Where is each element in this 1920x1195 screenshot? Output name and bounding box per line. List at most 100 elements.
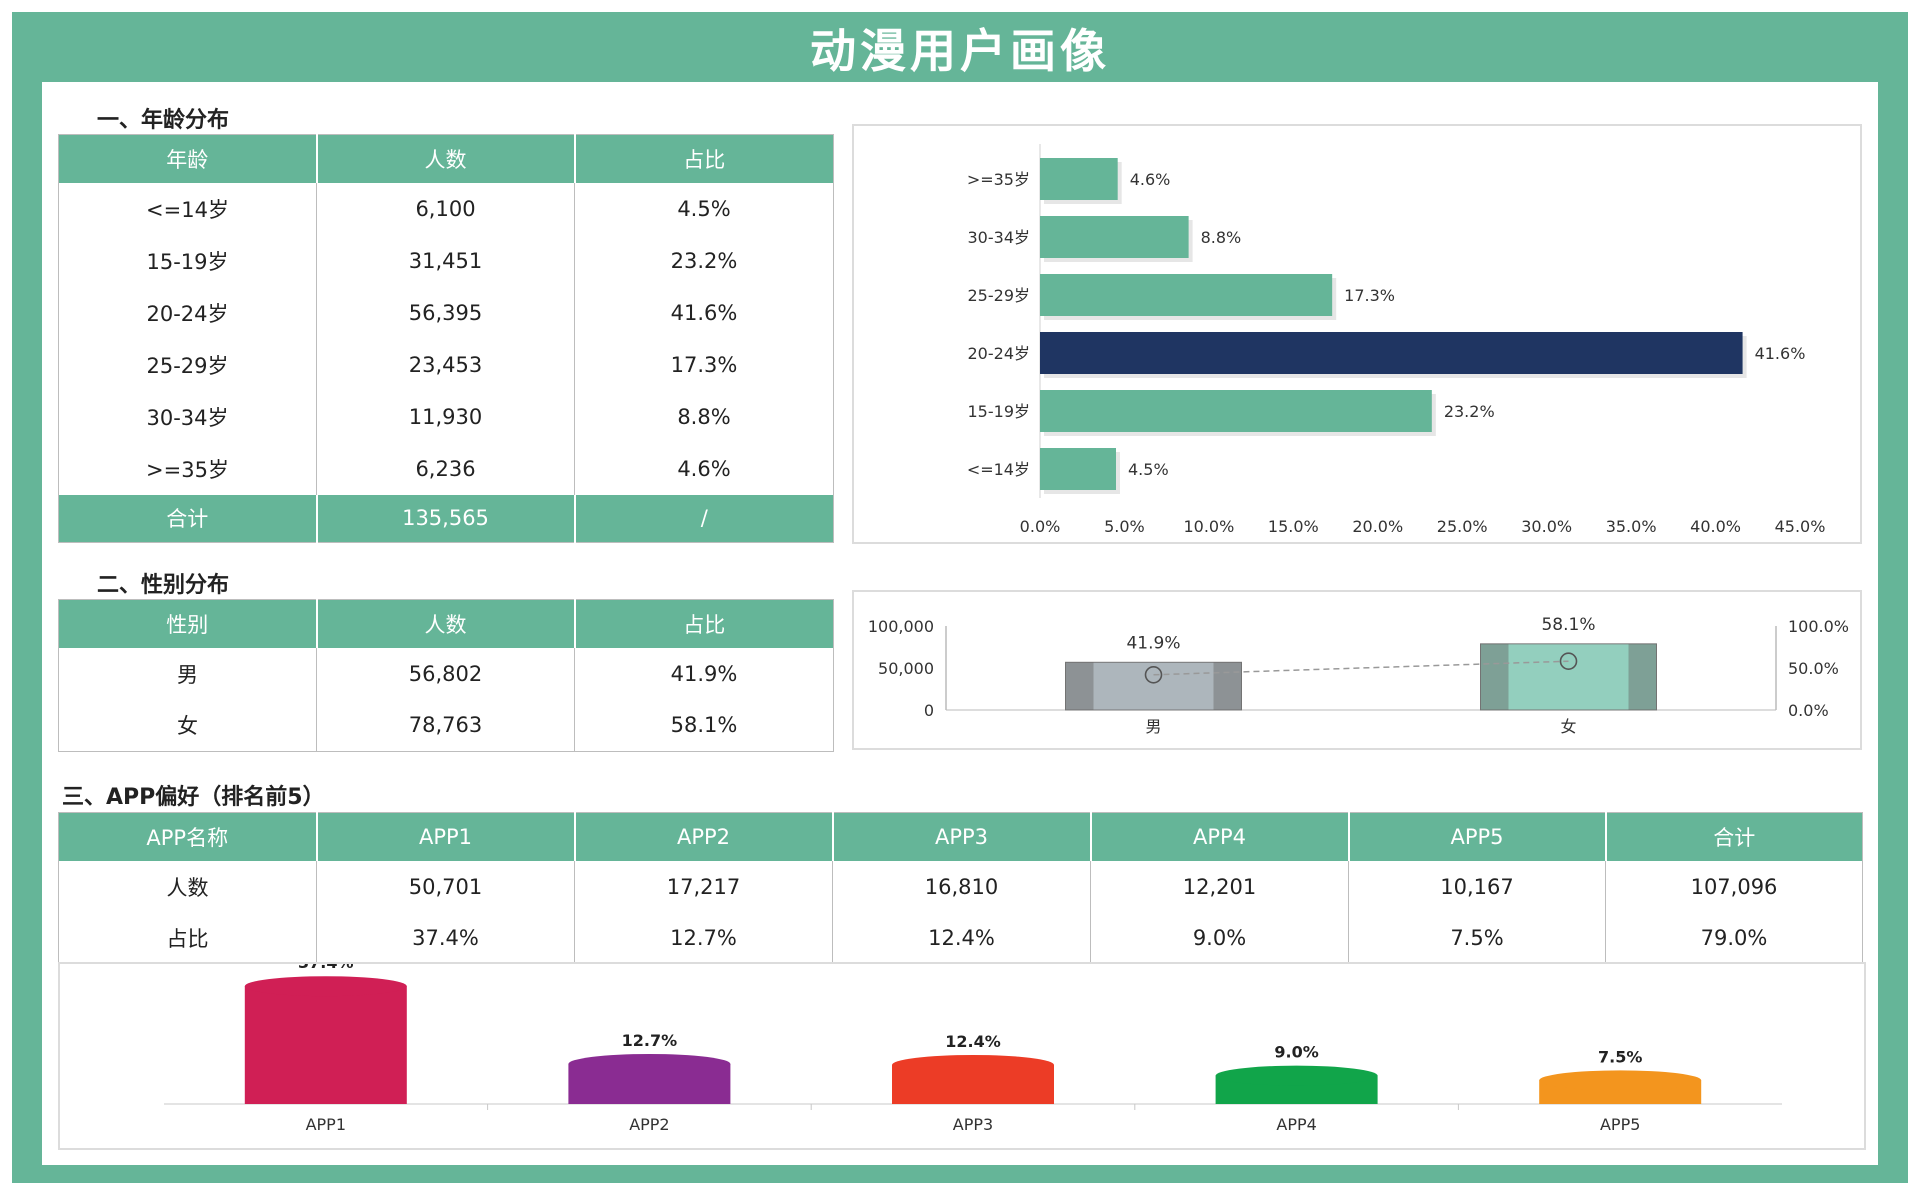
data-label: 8.8%: [1201, 228, 1242, 247]
value-cell: 10,167: [1348, 860, 1606, 913]
total-share: /: [573, 494, 834, 543]
category-label: >=35岁: [967, 170, 1030, 189]
bar-edge-right: [1213, 662, 1242, 710]
value-cell: 16,810: [832, 860, 1091, 913]
row-label: 占比: [166, 927, 209, 952]
data-label: 9.0%: [1274, 1043, 1318, 1062]
bar-<=14岁: [1040, 448, 1116, 490]
bar-top-APP4: [1215, 1065, 1378, 1086]
x-tick-label: 10.0%: [1183, 517, 1234, 536]
bar-edge-left: [1065, 662, 1094, 710]
count-cell: 56,802: [316, 647, 575, 700]
table-row: >=35岁 6,236 4.6%: [59, 442, 834, 495]
share-cell: 4.6%: [574, 442, 834, 495]
data-label: 58.1%: [1541, 615, 1595, 635]
gender-cell: 男: [177, 662, 198, 687]
app-table: APP名称 APP1 APP2 APP3 APP4 APP5 合计 人数 50,…: [58, 812, 1863, 965]
count-cell: 31,451: [316, 234, 575, 287]
category-label: APP2: [629, 1115, 669, 1134]
page-title: 动漫用户画像: [810, 24, 1110, 78]
table-row: 20-24岁 56,395 41.6%: [59, 286, 834, 339]
bar-15-19岁: [1040, 390, 1432, 432]
total-row: 合计 135,565 /: [58, 494, 834, 543]
x-tick-label: 20.0%: [1352, 517, 1403, 536]
value-cell: 12,201: [1090, 860, 1349, 913]
count-cell: 6,236: [316, 442, 575, 495]
right-tick-label: 0.0%: [1788, 701, 1829, 720]
right-tick-label: 100.0%: [1788, 617, 1849, 636]
table-row: 人数 50,701 17,217 16,810 12,201 10,167 10…: [59, 860, 1863, 913]
data-label: 17.3%: [1344, 286, 1395, 305]
value-cell: 50,701: [316, 860, 575, 913]
table-row: 占比 37.4% 12.7% 12.4% 9.0% 7.5% 79.0%: [59, 912, 1863, 965]
value-cell: 37.4%: [316, 912, 575, 965]
header-app5: APP5: [1347, 812, 1606, 861]
x-tick-label: 25.0%: [1437, 517, 1488, 536]
age-bar-chart: >=35岁 4.6% 30-34岁 8.8% 25-29岁 17.3% 20-24岁 41.6…: [967, 144, 1826, 536]
section-title-app: 三、APP偏好（排名前5）: [62, 785, 325, 810]
data-label: 4.5%: [1128, 460, 1169, 479]
value-cell: 9.0%: [1090, 912, 1349, 965]
data-label: 41.9%: [1126, 633, 1180, 653]
category-label: APP3: [953, 1115, 993, 1134]
share-marker: [1559, 652, 1578, 670]
x-tick-label: 30.0%: [1521, 517, 1572, 536]
section-title-age: 一、年龄分布: [97, 108, 230, 133]
x-tick-label: 5.0%: [1104, 517, 1145, 536]
bar-top-APP2: [568, 1053, 731, 1074]
bar-top-APP3: [892, 1054, 1054, 1075]
header-app-name: APP名称: [58, 812, 317, 861]
category-label: 15-19岁: [968, 402, 1031, 421]
value-cell: 12.7%: [574, 912, 833, 965]
row-label: 人数: [166, 875, 209, 900]
x-tick-label: 0.0%: [1020, 517, 1061, 536]
share-cell: 8.8%: [574, 390, 834, 443]
x-tick-label: 45.0%: [1775, 517, 1826, 536]
age-cell: <=14岁: [146, 197, 229, 222]
app-bar-chart: 37.4% APP1 12.7% APP2 12.4% APP3 9.0% APP4 7.5% A…: [164, 953, 1782, 1134]
table-row: 男 56,802 41.9%: [59, 647, 834, 700]
bar->=35岁: [1040, 158, 1118, 200]
data-label: 12.7%: [622, 1031, 678, 1050]
category-label: APP5: [1600, 1115, 1640, 1134]
left-tick-label: 50,000: [878, 659, 934, 678]
header-app2: APP2: [573, 812, 833, 861]
category-label: 女: [1560, 717, 1576, 736]
bar-top-APP1: [244, 976, 407, 997]
share-cell: 41.9%: [574, 647, 834, 700]
data-label: 7.5%: [1598, 1047, 1642, 1066]
left-tick-label: 100,000: [868, 617, 934, 636]
header-share: 占比: [573, 134, 834, 183]
count-cell: 56,395: [316, 286, 575, 339]
age-table: 年龄 人数 占比 <=14岁 6,100 4.5% 15-19岁 31,451 …: [58, 134, 834, 543]
age-chart-box: >=35岁 4.6% 30-34岁 8.8% 25-29岁 17.3% 20-24岁 41.6…: [852, 124, 1862, 544]
section-title-gender: 二、性别分布: [97, 573, 230, 598]
table-row: 女 78,763 58.1%: [59, 699, 834, 752]
count-cell: 78,763: [316, 699, 575, 752]
bar-男: [1065, 661, 1242, 711]
content-panel: 一、年龄分布 年龄 人数 占比 <=14岁 6,100 4.5% 15-19岁 …: [42, 82, 1878, 1165]
table-row: 25-29岁 23,453 17.3%: [59, 338, 834, 391]
x-tick-label: 40.0%: [1690, 517, 1741, 536]
bar-女: [1480, 643, 1657, 711]
app-table-header: APP名称 APP1 APP2 APP3 APP4 APP5 合计: [58, 812, 1863, 861]
header-gender: 性别: [58, 599, 317, 648]
count-cell: 23,453: [316, 338, 575, 391]
category-label: 20-24岁: [968, 344, 1031, 363]
app-chart-box: 37.4% APP1 12.7% APP2 12.4% APP3 9.0% APP4 7.5% A…: [58, 953, 1866, 1150]
value-cell: 107,096: [1605, 860, 1863, 913]
share-cell: 23.2%: [574, 234, 834, 287]
header-age: 年龄: [58, 134, 317, 183]
count-cell: 11,930: [316, 390, 575, 443]
category-label: APP1: [306, 1115, 346, 1134]
total-label: 合计: [58, 494, 317, 543]
x-tick-label: 35.0%: [1606, 517, 1657, 536]
age-cell: 15-19岁: [146, 249, 229, 274]
header-app3: APP3: [831, 812, 1091, 861]
share-marker: [1144, 666, 1163, 684]
dashboard-frame: 动漫用户画像 一、年龄分布 年龄 人数 占比 <=14岁 6,100 4.5%: [12, 12, 1908, 1183]
share-cell: 58.1%: [574, 699, 834, 752]
header-app1: APP1: [315, 812, 575, 861]
age-cell: >=35岁: [146, 457, 229, 482]
header-count: 人数: [315, 134, 575, 183]
